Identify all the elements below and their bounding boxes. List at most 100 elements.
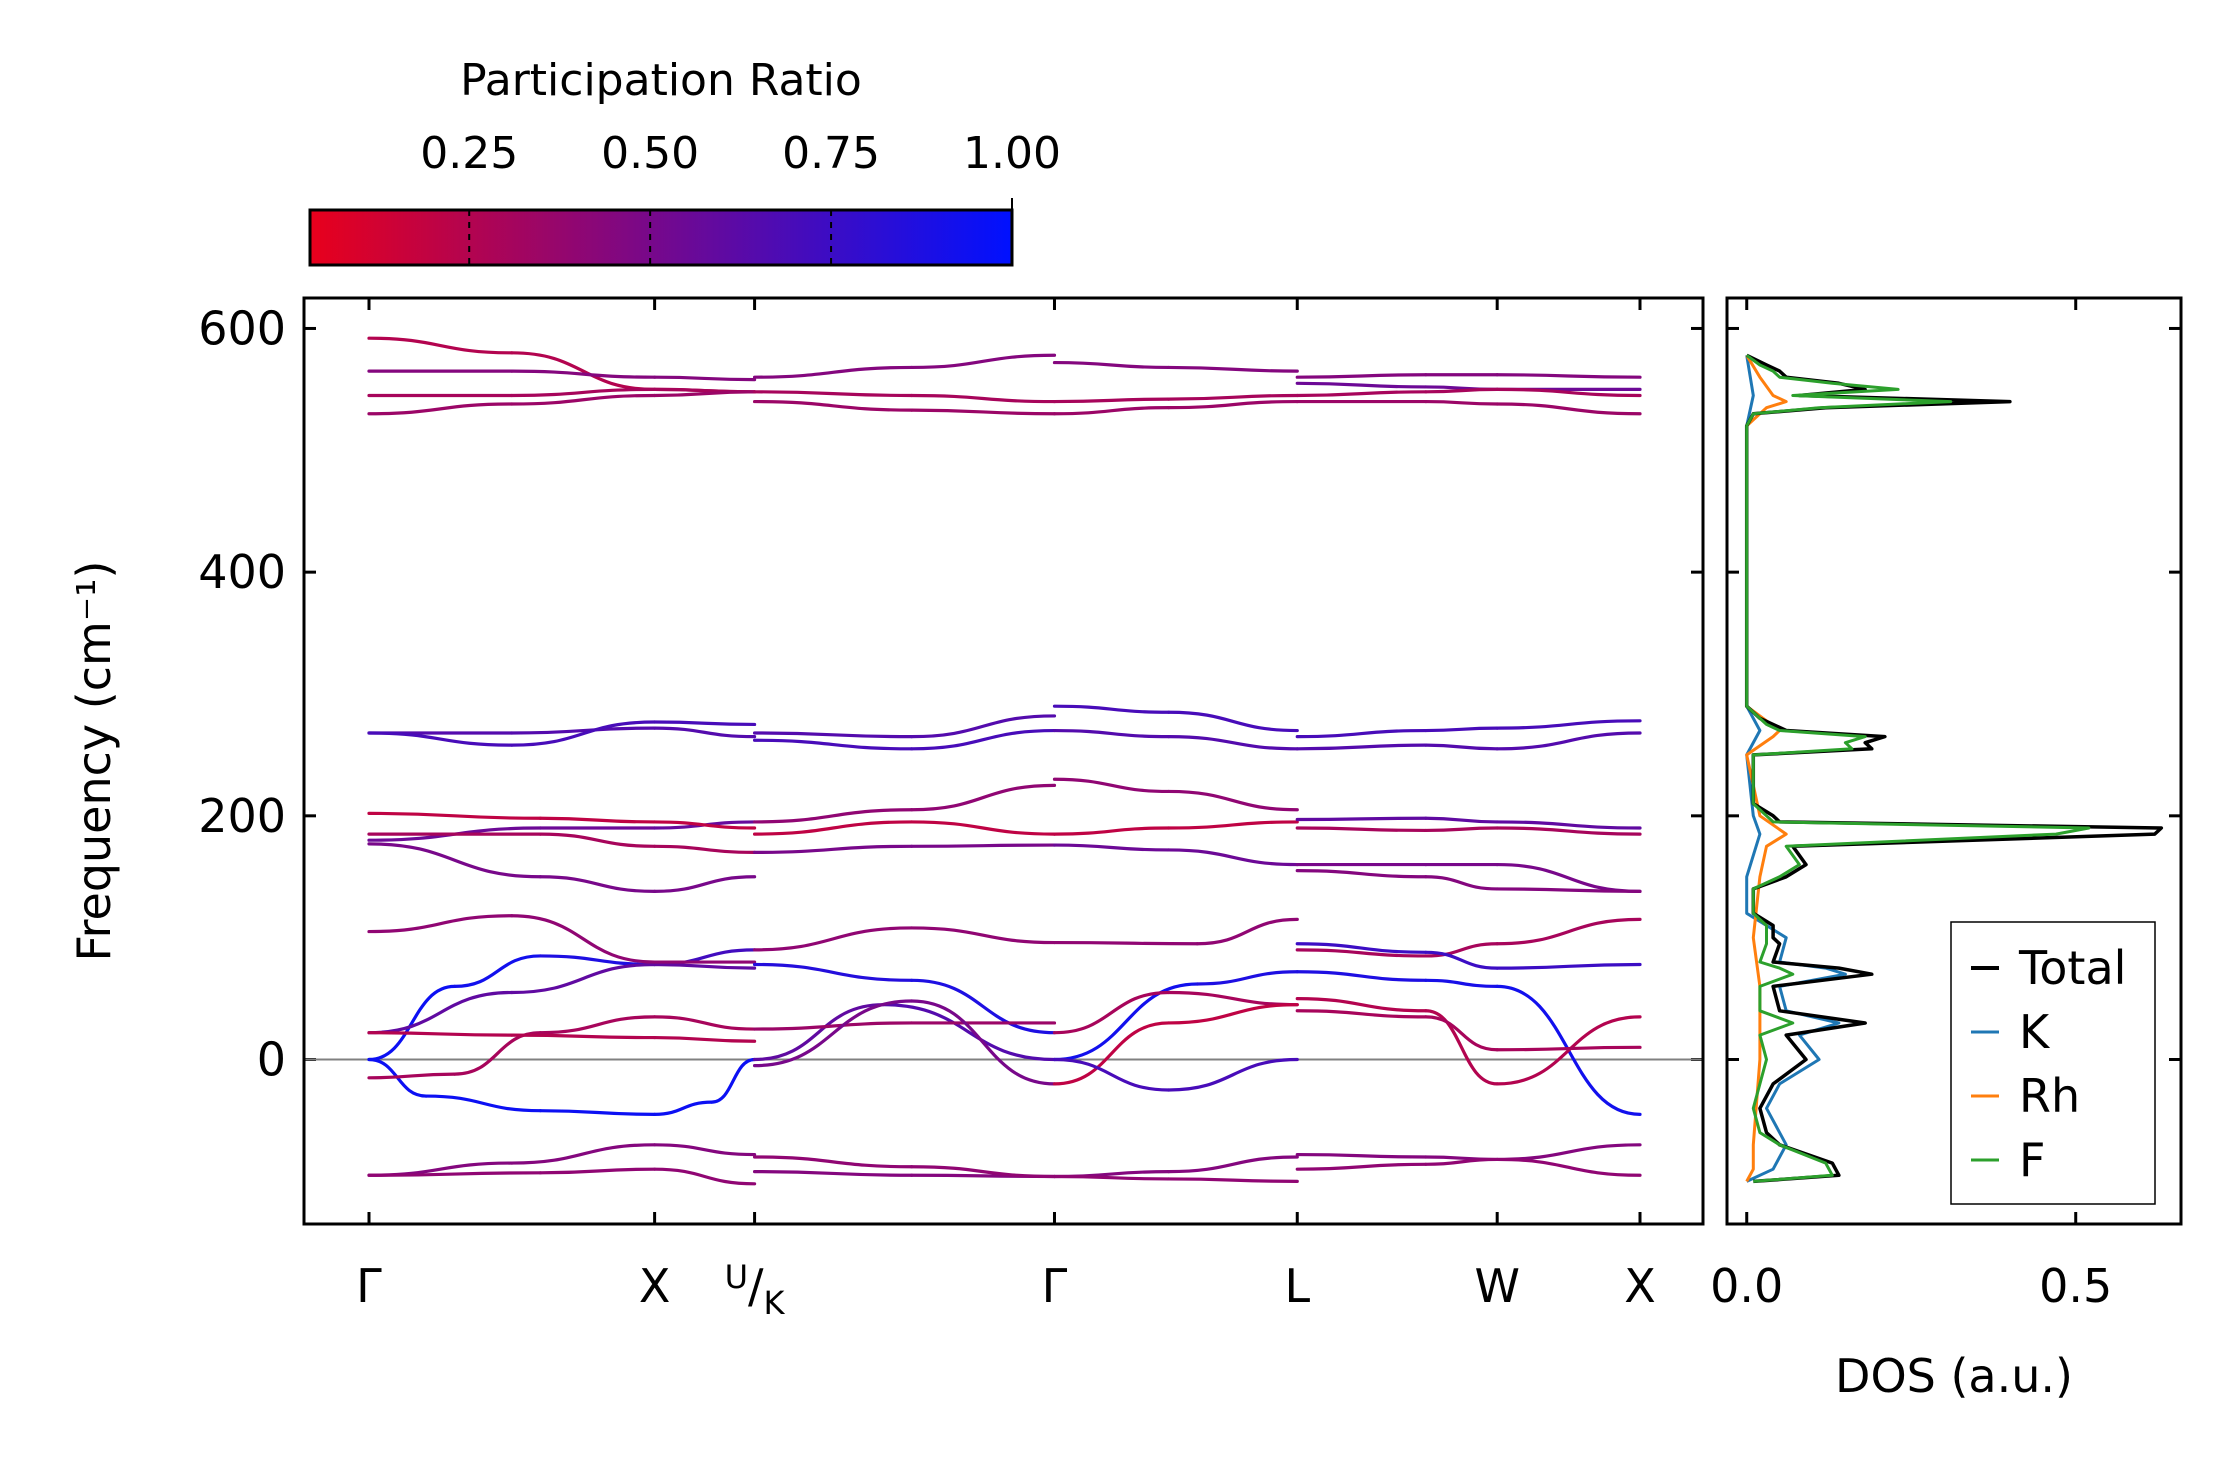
band-segment [1424, 387, 1499, 394]
x-tick-label-sub: K [764, 1284, 786, 1322]
band-segment [910, 408, 1057, 416]
dos-panel: 0.0 0.5 DOS (a.u.) Total K Rh F [1710, 296, 2183, 1403]
band-segment [752, 738, 914, 751]
band-line [1295, 1157, 1642, 1177]
band-segment [1424, 743, 1499, 751]
y-axis-label: Frequency (cm⁻¹) [67, 561, 121, 962]
band-line [752, 390, 1057, 404]
band-segment [367, 914, 514, 934]
band-segment [1295, 1162, 1428, 1171]
band-segment [752, 999, 914, 1068]
dos-x-tick-label: 0.0 [1710, 1259, 1783, 1313]
band-line [1295, 942, 1642, 970]
band-segment [1295, 743, 1428, 751]
band-line [1295, 399, 1642, 416]
band-line [1052, 1174, 1299, 1183]
band-segment [1424, 875, 1499, 891]
band-segment [653, 1035, 757, 1043]
band-segment [1167, 1155, 1299, 1174]
band-segment [510, 387, 657, 398]
band-segment [1424, 826, 1499, 833]
band-line [1295, 1143, 1642, 1162]
band-segment [1495, 387, 1642, 398]
band-segment [1295, 816, 1428, 822]
x-tick-label: U/K [725, 1258, 786, 1322]
legend-label-k: K [2019, 1005, 2051, 1059]
band-line [367, 369, 757, 382]
band-segment [510, 720, 657, 747]
band-segment [538, 875, 657, 893]
band-segment [1167, 990, 1299, 1007]
band-segment [653, 1015, 757, 1031]
y-tick-label: 400 [198, 545, 286, 599]
band-line [1052, 843, 1299, 867]
band-segment [752, 926, 914, 952]
band-line [752, 353, 1057, 379]
band-segment [538, 1015, 657, 1035]
band-line [1295, 862, 1642, 893]
band-segment [1167, 365, 1299, 373]
band-line [367, 1057, 757, 1116]
band-segment [1052, 777, 1171, 794]
band-line [367, 811, 757, 830]
band-line [367, 1143, 757, 1177]
colorbar-tick-label: 0.75 [782, 128, 880, 179]
band-line [752, 926, 1057, 952]
band-line [1052, 1155, 1299, 1179]
colorbar-tick-label: 0.50 [601, 128, 699, 179]
band-segment [752, 1003, 885, 1062]
band-segment [752, 844, 914, 854]
band-segment [453, 1031, 542, 1076]
band-segment [510, 351, 657, 391]
legend-label-rh: Rh [2019, 1069, 2080, 1123]
band-segment [653, 390, 757, 398]
band-segment [1424, 1015, 1499, 1052]
x-tick-label: X [639, 1259, 671, 1313]
band-line [1295, 731, 1642, 751]
band-line [1295, 996, 1642, 1086]
band-segment [1052, 1021, 1171, 1086]
dos-plot-frame [1725, 296, 2183, 1226]
band-segment [424, 1094, 542, 1113]
band-segment [1295, 728, 1428, 739]
band-line [367, 1167, 757, 1186]
band-segment [1052, 397, 1171, 404]
band-line [367, 842, 757, 893]
band-segment [752, 390, 914, 398]
band-line [1295, 719, 1642, 739]
band-segment [1052, 843, 1171, 852]
band-segment [1052, 406, 1171, 416]
band-segment [752, 365, 914, 379]
band-segment [910, 978, 1057, 1035]
band-segment [510, 726, 657, 735]
band-line [367, 832, 757, 854]
band-line [752, 820, 1057, 836]
band-segment [367, 811, 542, 820]
band-segment [1167, 393, 1299, 401]
band-segment [910, 999, 1057, 1086]
band-segment [1495, 917, 1642, 946]
band-segment [910, 926, 1057, 945]
band-segment [367, 336, 514, 355]
band-line [367, 914, 757, 964]
dos-x-ticks: 0.0 0.5 [1710, 298, 2112, 1313]
band-line [752, 714, 1057, 739]
band-segment [453, 954, 542, 989]
band-segment [1295, 942, 1428, 954]
band-segment [1295, 869, 1428, 879]
dos-line-rh [1745, 354, 1788, 1183]
band-line [1295, 373, 1642, 379]
band-plot-frame [302, 296, 1705, 1226]
band-line [1295, 381, 1642, 391]
x-tick-label-slash: / [748, 1259, 764, 1313]
x-tick-label: X [1624, 1259, 1656, 1313]
band-segment [752, 1155, 914, 1169]
band-line [752, 962, 1057, 1035]
band-segment [1167, 710, 1299, 733]
band-segment [752, 731, 914, 739]
band-segment [367, 1031, 514, 1037]
band-line [367, 336, 757, 394]
y-tick-label: 600 [198, 301, 286, 355]
dos-x-tick-label: 0.5 [2039, 1259, 2112, 1313]
